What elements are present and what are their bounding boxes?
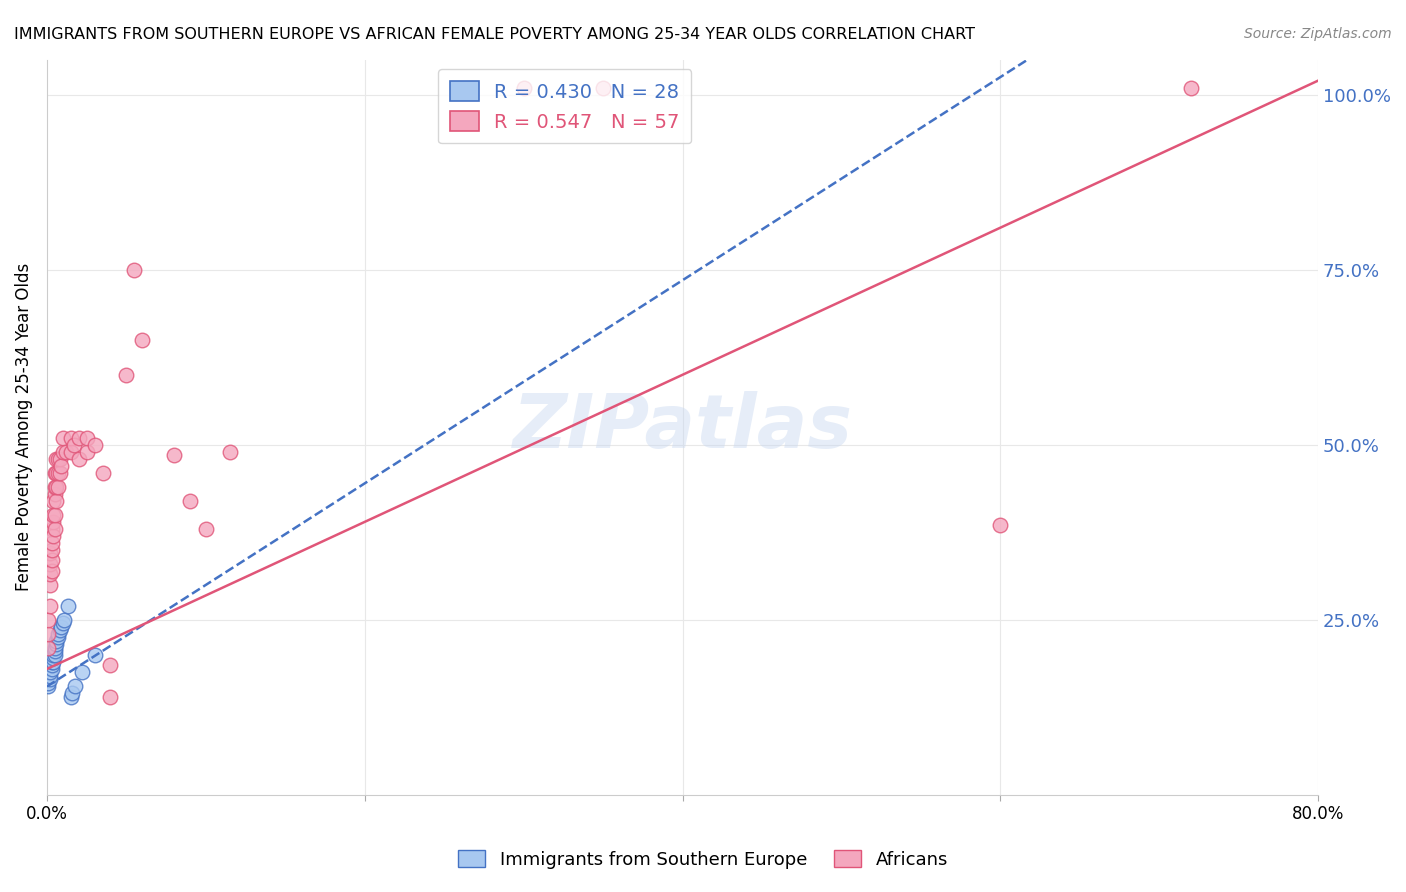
Point (45, 480, 67, 494)
Text: ZIPatlas: ZIPatlas (513, 391, 852, 464)
Point (592, 80, 614, 95)
Point (42, 651, 65, 665)
Point (44, 466, 66, 480)
Point (59, 445, 82, 459)
Point (218, 445, 240, 459)
Point (63, 438, 86, 452)
Y-axis label: Female Poverty Among 25-34 Year Olds: Female Poverty Among 25-34 Year Olds (15, 263, 32, 591)
Point (45, 634, 67, 648)
Point (59, 431, 82, 445)
Point (59, 690, 82, 704)
Point (44, 522, 66, 536)
Point (53, 613, 76, 627)
Point (70, 665, 93, 680)
Point (39, 673, 62, 687)
Point (46, 466, 69, 480)
Point (41, 655, 63, 669)
Point (115, 368, 138, 382)
Point (39, 546, 62, 560)
Point (39, 567, 62, 582)
Point (37, 680, 59, 694)
Point (39, 599, 62, 613)
Point (179, 494, 201, 508)
Point (42, 494, 65, 508)
Point (39, 557, 62, 571)
Point (52, 431, 75, 445)
Point (76, 431, 98, 445)
Legend: R = 0.430   N = 28, R = 0.547   N = 57: R = 0.430 N = 28, R = 0.547 N = 57 (439, 70, 692, 144)
Point (44, 508, 66, 522)
Point (45, 494, 67, 508)
Point (44, 640, 66, 655)
Point (45, 451, 67, 466)
Point (988, 518, 1011, 533)
Point (44, 648, 66, 662)
Point (44, 480, 66, 494)
Point (41, 662, 63, 676)
Point (44, 644, 66, 658)
Point (55, 445, 77, 459)
Point (91, 466, 114, 480)
Point (42, 529, 65, 543)
Point (131, 333, 153, 347)
Legend: Immigrants from Southern Europe, Africans: Immigrants from Southern Europe, African… (451, 843, 955, 876)
Point (163, 448, 186, 462)
Point (83, 438, 105, 452)
Point (48, 624, 70, 638)
Point (41, 542, 63, 557)
Point (51, 458, 73, 473)
Point (37, 627, 59, 641)
Point (48, 466, 70, 480)
Point (37, 676, 59, 690)
Point (46, 451, 69, 466)
Point (67, 431, 90, 445)
Point (39, 669, 62, 683)
Point (1180, 80, 1202, 95)
Point (100, 658, 122, 673)
Point (45, 637, 67, 651)
Point (65, 680, 87, 694)
Point (45, 466, 67, 480)
Point (60, 686, 83, 700)
Point (194, 522, 217, 536)
Point (42, 515, 65, 529)
Point (512, 80, 534, 95)
Text: IMMIGRANTS FROM SOUTHERN EUROPE VS AFRICAN FEMALE POVERTY AMONG 25-34 YEAR OLDS : IMMIGRANTS FROM SOUTHERN EUROPE VS AFRIC… (14, 27, 974, 42)
Point (37, 613, 59, 627)
Point (51, 620, 73, 634)
Point (52, 616, 75, 631)
Point (100, 690, 122, 704)
Point (46, 627, 69, 641)
Point (83, 648, 105, 662)
Point (44, 487, 66, 501)
Point (46, 480, 69, 494)
Point (46, 631, 69, 645)
Point (39, 578, 62, 592)
Point (41, 564, 63, 578)
Point (42, 655, 65, 669)
Point (124, 262, 146, 277)
Point (52, 445, 75, 459)
Point (42, 508, 65, 522)
Point (67, 451, 90, 466)
Point (39, 665, 62, 680)
Point (41, 536, 63, 550)
Point (48, 451, 70, 466)
Text: Source: ZipAtlas.com: Source: ZipAtlas.com (1244, 27, 1392, 41)
Point (37, 640, 59, 655)
Point (56, 599, 79, 613)
Point (76, 445, 98, 459)
Point (41, 553, 63, 567)
Point (41, 658, 63, 673)
Point (42, 648, 65, 662)
Point (41, 522, 63, 536)
